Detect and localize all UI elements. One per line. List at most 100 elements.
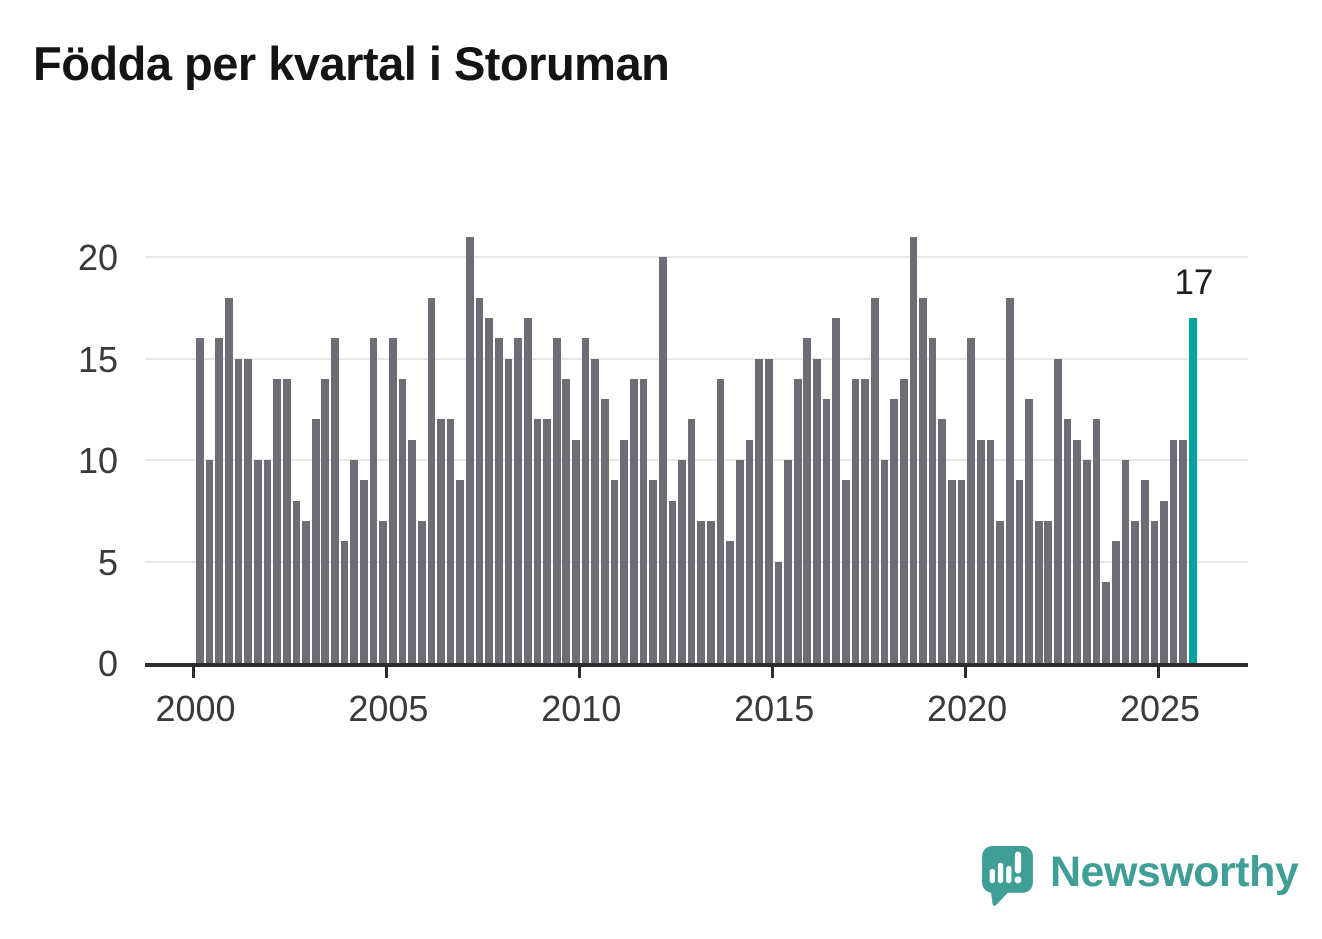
bar — [1054, 358, 1062, 663]
bar — [321, 378, 330, 663]
bar — [1063, 419, 1072, 663]
bar — [388, 338, 397, 663]
bar — [282, 378, 291, 663]
y-gridline — [145, 357, 1248, 360]
bar — [543, 419, 551, 663]
bar — [842, 480, 850, 663]
bar — [880, 460, 889, 663]
y-axis-tick-label: 15 — [77, 338, 118, 380]
newsworthy-brand-text: Newsworthy — [1050, 848, 1299, 896]
bar — [340, 541, 349, 663]
bar — [572, 439, 580, 663]
bar-highlight-latest — [1189, 317, 1197, 663]
y-gridline — [145, 256, 1248, 258]
bar — [658, 257, 667, 663]
bar — [215, 338, 224, 663]
bar — [764, 358, 773, 663]
bar — [1140, 480, 1149, 663]
bar — [311, 419, 320, 663]
bar — [504, 358, 513, 663]
y-axis-tick-label: 0 — [97, 643, 118, 684]
x-axis-line — [145, 663, 1248, 667]
bar — [196, 338, 204, 663]
bar — [620, 439, 628, 663]
x-axis-tick-label: 2010 — [541, 688, 622, 729]
bar — [716, 378, 725, 663]
bar — [244, 358, 253, 663]
bar — [1150, 520, 1159, 663]
chart-title: Födda per kvartal i Storuman — [33, 37, 670, 90]
x-axis-tick-label: 2025 — [1119, 688, 1201, 729]
bar — [562, 378, 571, 663]
bar — [253, 460, 262, 663]
bar — [408, 439, 416, 663]
bar — [668, 500, 677, 663]
bar — [1160, 500, 1168, 663]
bar — [1169, 439, 1178, 663]
bar — [678, 460, 686, 663]
bar — [446, 419, 455, 663]
bar — [437, 419, 445, 663]
bar — [755, 358, 763, 663]
y-gridline — [145, 459, 1248, 461]
x-axis-tick — [384, 667, 388, 678]
x-axis-tick — [192, 667, 195, 678]
bar — [475, 297, 484, 663]
latest-value-label: 17 — [1174, 262, 1214, 302]
y-gridline — [145, 560, 1248, 563]
bar — [379, 520, 387, 663]
bar — [967, 338, 976, 663]
bar — [1015, 480, 1024, 663]
x-axis-tick-label: 2020 — [927, 688, 1008, 729]
bar — [639, 378, 648, 663]
bar — [533, 419, 542, 663]
bar — [803, 338, 812, 663]
bar — [205, 460, 214, 663]
bar — [234, 358, 243, 663]
bar — [331, 338, 339, 663]
bar — [494, 338, 503, 663]
x-axis-tick — [770, 667, 774, 678]
bar — [726, 541, 735, 663]
bar — [350, 460, 359, 663]
bar — [784, 460, 792, 663]
bar — [909, 236, 918, 663]
bar — [687, 419, 696, 663]
bar — [273, 378, 281, 663]
bar — [514, 338, 522, 663]
bar — [292, 500, 301, 663]
bar — [899, 378, 908, 663]
x-axis-tick-label: 2000 — [155, 688, 236, 729]
bar — [870, 297, 879, 663]
bar — [707, 520, 715, 663]
newsworthy-watermark: Newsworthy — [981, 845, 1299, 908]
bar — [417, 520, 426, 663]
bar — [1092, 419, 1101, 663]
bar — [1073, 439, 1082, 663]
bar — [1179, 439, 1188, 663]
bar — [822, 399, 831, 663]
bar — [601, 399, 609, 663]
bar — [697, 520, 706, 663]
bar — [735, 460, 744, 663]
y-axis-tick-label: 5 — [97, 541, 118, 583]
bar — [919, 297, 927, 663]
y-axis-tick-label: 20 — [77, 237, 118, 278]
newsworthy-logo-icon — [982, 846, 1033, 906]
bar — [552, 338, 561, 663]
bar — [928, 338, 937, 663]
bar — [591, 358, 600, 663]
bar — [485, 317, 494, 663]
bar — [986, 439, 995, 663]
bar — [1044, 520, 1053, 663]
bar — [1025, 399, 1033, 663]
bar — [1131, 520, 1139, 663]
bar — [649, 480, 657, 663]
x-axis-tick — [963, 667, 967, 678]
bar — [456, 480, 465, 663]
bar — [360, 480, 368, 663]
bar — [861, 378, 869, 663]
bar — [774, 561, 783, 663]
bar — [1005, 297, 1014, 663]
